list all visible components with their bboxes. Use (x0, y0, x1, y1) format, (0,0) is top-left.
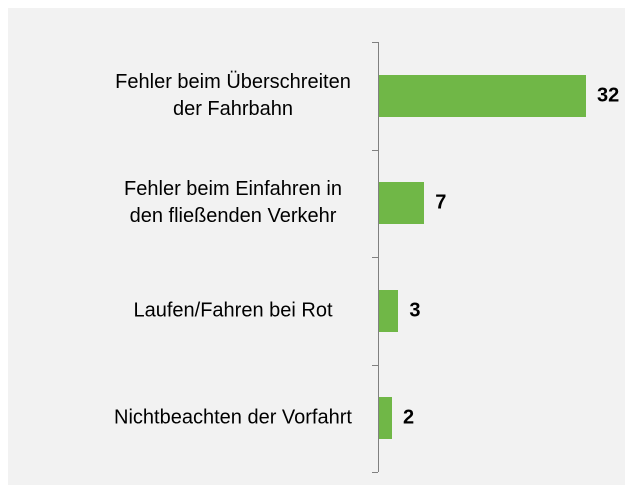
axis-tick (372, 364, 378, 366)
axis-tick (372, 472, 378, 473)
axis-tick (372, 149, 378, 151)
value-label: 2 (402, 406, 415, 429)
category-label: Fehler beim Überschreiten der Fahrbahn (115, 70, 351, 120)
category-label: Laufen/Fahren bei Rot (133, 299, 333, 322)
axis-tick (372, 42, 378, 43)
bar (379, 74, 586, 117)
axis-tick (372, 257, 378, 258)
bar (379, 289, 399, 332)
axis-line (378, 42, 379, 472)
bar (379, 182, 425, 225)
value-label: 32 (597, 84, 620, 107)
value-label: 3 (409, 299, 421, 322)
value-label: 7 (435, 191, 447, 214)
bar (379, 397, 392, 440)
category-label: Fehler beim Einfahren in den fließenden … (124, 178, 342, 228)
category-label: Nichtbeachten der Vorfahrt (114, 406, 352, 429)
